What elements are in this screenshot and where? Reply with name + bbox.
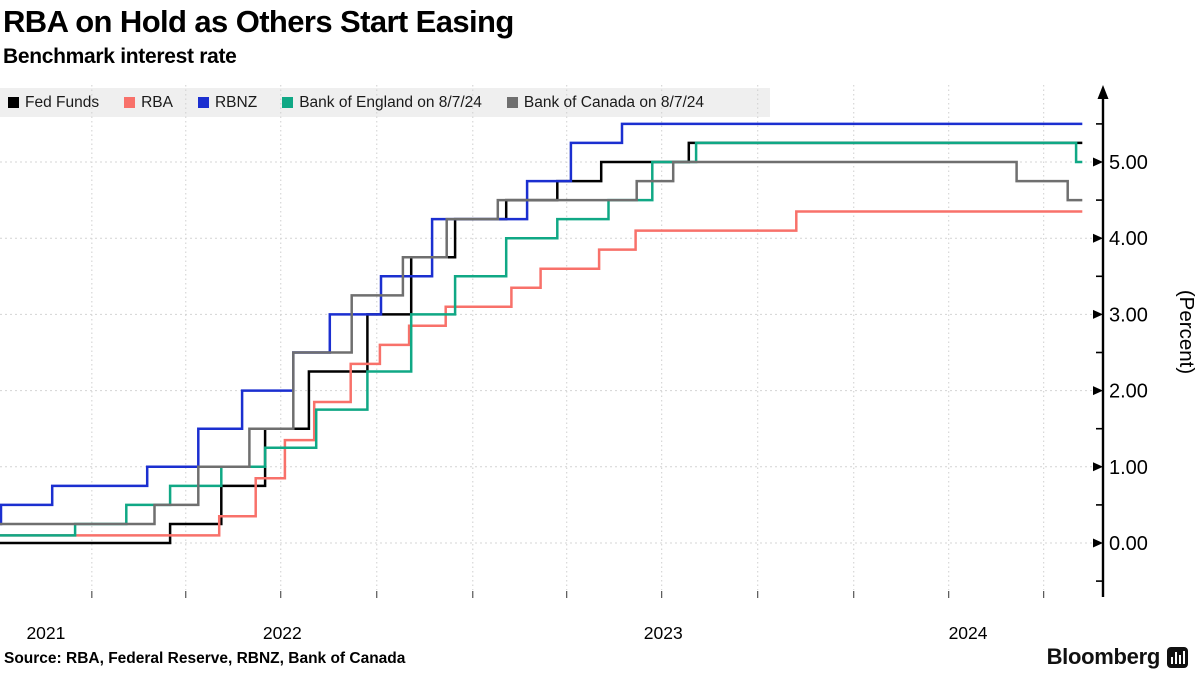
- legend-item-fed-funds: Fed Funds: [8, 94, 99, 112]
- source-note: Source: RBA, Federal Reserve, RBNZ, Bank…: [4, 650, 406, 667]
- y-axis-major-tick-arrow: [1093, 386, 1103, 396]
- legend-item-bank-of-canada-on-8-7-24: Bank of Canada on 8/7/24: [506, 93, 705, 112]
- series-line-rba: [0, 210, 1083, 537]
- legend-swatch-rba: [124, 97, 136, 108]
- legend-label-bank-of-england-on-8-7-24: Bank of England on 8/7/24: [299, 93, 482, 111]
- y-axis-title: (Percent): [1175, 290, 1198, 374]
- y-axis-major-tick-arrow: [1093, 309, 1103, 319]
- y-axis-tick-label: 5.00: [1109, 152, 1148, 174]
- chart-legend: Fed Funds RBA RBNZ Bank of England on 8/7/2…: [0, 88, 714, 117]
- y-axis-major-tick-arrow: [1093, 462, 1103, 472]
- series-line-rbnz: [0, 122, 1083, 526]
- x-axis-year-label: 2024: [949, 623, 988, 643]
- legend-label-rba: RBA: [141, 93, 173, 111]
- y-axis-tick-label: 0.00: [1109, 533, 1148, 555]
- x-axis-year-label: 2022: [263, 623, 302, 643]
- legend-swatch-fed-funds: [8, 97, 19, 108]
- legend-item-rba: RBA: [124, 94, 173, 112]
- chart-subtitle: Benchmark interest rate: [3, 45, 237, 68]
- series-line-bank-of-canada-on-8-7-24: [0, 160, 1083, 526]
- legend-item-rbnz: RBNZ: [197, 93, 258, 112]
- legend-swatch-bank-of-england-on-8-7-24: [282, 97, 294, 108]
- y-axis-tick-label: 4.00: [1109, 228, 1148, 250]
- chart-title: RBA on Hold as Others Start Easing: [3, 4, 514, 39]
- series-line-fed-funds: [0, 141, 1083, 545]
- series-line-bank-of-england-on-8-7-24: [0, 141, 1083, 537]
- legend-label-bank-of-canada-on-8-7-24: Bank of Canada on 8/7/24: [523, 93, 705, 111]
- legend-item-bank-of-england-on-8-7-24: Bank of England on 8/7/24: [282, 94, 482, 112]
- legend-label-fed-funds: Fed Funds: [25, 93, 100, 111]
- legend-label-rbnz: RBNZ: [214, 93, 258, 111]
- bloomberg-logo-icon: [1167, 646, 1188, 668]
- y-axis-major-tick-arrow: [1093, 157, 1103, 167]
- y-axis-tick-label: 1.00: [1109, 457, 1148, 479]
- y-axis-top-arrow: [1097, 85, 1109, 99]
- y-axis-major-tick-arrow: [1093, 538, 1103, 548]
- legend-swatch-rbnz: [197, 97, 209, 108]
- bloomberg-logo: Bloomberg: [1047, 644, 1188, 670]
- y-axis-major-tick-arrow: [1093, 233, 1103, 243]
- y-axis-tick-label: 2.00: [1109, 381, 1148, 403]
- y-axis-tick-label: 3.00: [1109, 304, 1148, 326]
- bloomberg-wordmark: Bloomberg: [1046, 644, 1161, 669]
- x-axis-year-label: 2021: [26, 623, 65, 643]
- x-axis-year-label: 2023: [644, 623, 683, 643]
- legend-swatch-bank-of-canada-on-8-7-24: [506, 97, 518, 108]
